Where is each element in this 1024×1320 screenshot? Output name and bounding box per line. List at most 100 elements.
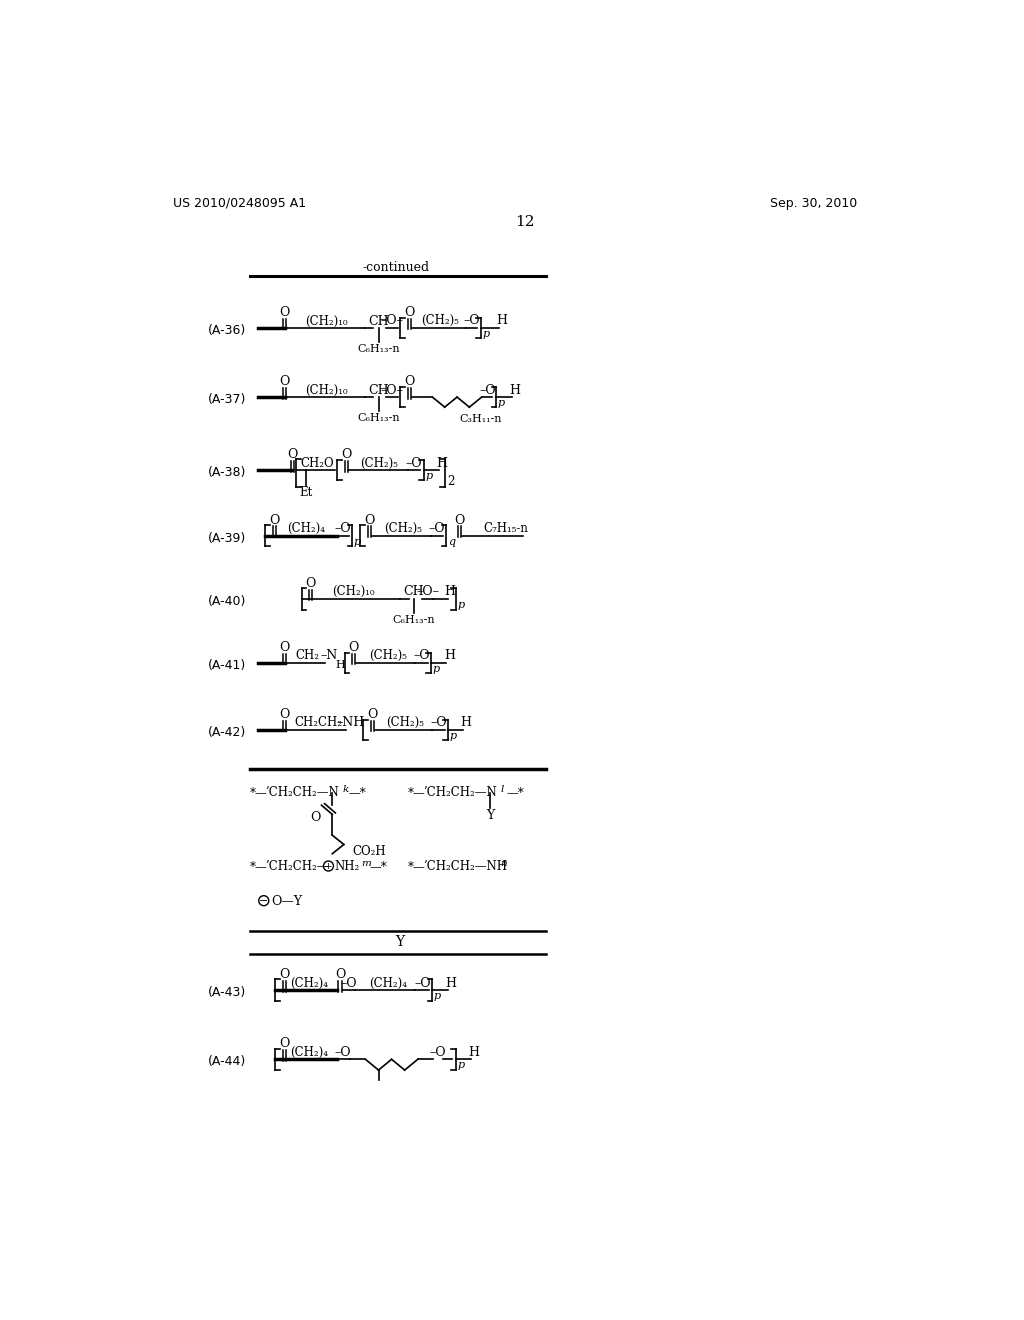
Text: —*: —* [506, 787, 524, 800]
Text: (A-40): (A-40) [208, 594, 246, 607]
Text: O: O [287, 449, 297, 462]
Text: (CH₂)₁₀: (CH₂)₁₀ [305, 315, 348, 329]
Text: CH: CH [369, 384, 389, 397]
Text: H: H [509, 384, 520, 397]
Text: (A-36): (A-36) [208, 323, 246, 337]
Text: –O: –O [414, 649, 430, 663]
Text: H: H [443, 649, 455, 663]
Text: –N: –N [321, 649, 338, 663]
Text: O—Y: O—Y [271, 895, 303, 908]
Text: *—: *— [250, 861, 267, 874]
Text: H: H [444, 585, 456, 598]
Text: O: O [404, 375, 415, 388]
Text: –O: –O [406, 457, 422, 470]
Text: C₆H₁₃-n: C₆H₁₃-n [392, 615, 435, 624]
Text: p: p [457, 1060, 464, 1071]
Text: O: O [280, 640, 290, 653]
Text: H: H [497, 314, 507, 327]
Text: –O: –O [429, 523, 445, 536]
Text: H: H [461, 717, 472, 730]
Text: —*: —* [348, 787, 367, 800]
Text: NH₂: NH₂ [335, 861, 359, 874]
Text: (A-38): (A-38) [208, 466, 246, 479]
Text: p: p [434, 991, 441, 1001]
Text: H: H [436, 457, 447, 470]
Text: US 2010/0248095 A1: US 2010/0248095 A1 [173, 197, 306, 210]
Text: ’CH₂CH₂—NH: ’CH₂CH₂—NH [423, 861, 507, 874]
Text: O: O [341, 449, 351, 462]
Text: (CH₂)₁₀: (CH₂)₁₀ [333, 585, 375, 598]
Text: Y: Y [486, 809, 495, 822]
Text: CH₂O: CH₂O [300, 457, 334, 470]
Text: ’CH₂CH₂—N: ’CH₂CH₂—N [423, 787, 497, 800]
Text: (CH₂)₅: (CH₂)₅ [384, 523, 422, 536]
Text: –O–: –O– [417, 585, 439, 598]
Text: O: O [280, 306, 290, 319]
Text: O: O [368, 708, 378, 721]
Text: –O: –O [429, 1045, 446, 1059]
Text: –O: –O [430, 717, 446, 730]
Text: Sep. 30, 2010: Sep. 30, 2010 [770, 197, 857, 210]
Text: p: p [457, 601, 464, 610]
Text: C₇H₁₅-n: C₇H₁₅-n [483, 523, 528, 536]
Text: –O: –O [340, 977, 356, 990]
Text: (A-42): (A-42) [208, 726, 246, 739]
Text: −: − [259, 896, 268, 906]
Text: -continued: -continued [362, 261, 430, 275]
Text: *—: *— [408, 861, 426, 874]
Text: l: l [500, 785, 504, 795]
Text: C₆H₁₃-n: C₆H₁₃-n [357, 413, 399, 422]
Text: (CH₂)₅: (CH₂)₅ [369, 649, 407, 663]
Text: —*: —* [370, 861, 387, 874]
Text: Y: Y [395, 936, 404, 949]
Text: p: p [482, 329, 489, 339]
Text: (CH₂)₄: (CH₂)₄ [287, 523, 326, 536]
Text: (CH₂)₅: (CH₂)₅ [421, 314, 459, 327]
Text: O: O [335, 968, 345, 981]
Text: O: O [365, 513, 375, 527]
Text: (A-39): (A-39) [208, 532, 246, 545]
Text: CH₂: CH₂ [296, 649, 319, 663]
Text: +: + [324, 862, 333, 870]
Text: k: k [342, 785, 348, 795]
Text: *—: *— [408, 787, 426, 800]
Text: H: H [445, 977, 457, 990]
Text: *—: *— [250, 787, 267, 800]
Text: H: H [469, 1045, 479, 1059]
Text: (CH₂)₄: (CH₂)₄ [290, 977, 329, 990]
Text: n: n [500, 859, 507, 869]
Text: 2: 2 [447, 475, 455, 488]
Text: H: H [336, 660, 345, 671]
Text: –O: –O [414, 977, 431, 990]
Text: –O: –O [479, 384, 497, 397]
Text: C₃H₁₁-n: C₃H₁₁-n [460, 413, 502, 424]
Text: p: p [450, 731, 457, 741]
Text: (CH₂)₄: (CH₂)₄ [290, 1045, 329, 1059]
Text: O: O [280, 375, 290, 388]
Text: CH₂CH₂: CH₂CH₂ [295, 717, 342, 730]
Text: O: O [349, 640, 359, 653]
Text: q: q [447, 537, 455, 546]
Text: (A-37): (A-37) [208, 393, 246, 407]
Text: m: m [361, 859, 372, 869]
Text: ’CH₂CH₂—: ’CH₂CH₂— [265, 861, 329, 874]
Text: 12: 12 [515, 215, 535, 228]
Text: O: O [269, 513, 280, 527]
Text: (CH₂)₄: (CH₂)₄ [369, 977, 407, 990]
Text: (A-43): (A-43) [208, 986, 246, 999]
Text: p: p [354, 537, 361, 546]
Text: O: O [280, 968, 290, 981]
Text: (A-44): (A-44) [208, 1055, 246, 1068]
Text: Et: Et [299, 486, 312, 499]
Text: O: O [455, 513, 465, 527]
Text: (CH₂)₅: (CH₂)₅ [360, 457, 398, 470]
Text: ’CH₂CH₂—N: ’CH₂CH₂—N [265, 787, 339, 800]
Text: (A-41): (A-41) [208, 659, 246, 672]
Text: –O: –O [335, 1045, 351, 1059]
Text: O: O [404, 306, 415, 319]
Text: CO₂H: CO₂H [352, 845, 386, 858]
Text: (CH₂)₅: (CH₂)₅ [386, 717, 424, 730]
Text: p: p [425, 471, 432, 482]
Text: p: p [498, 399, 505, 408]
Text: O: O [280, 708, 290, 721]
